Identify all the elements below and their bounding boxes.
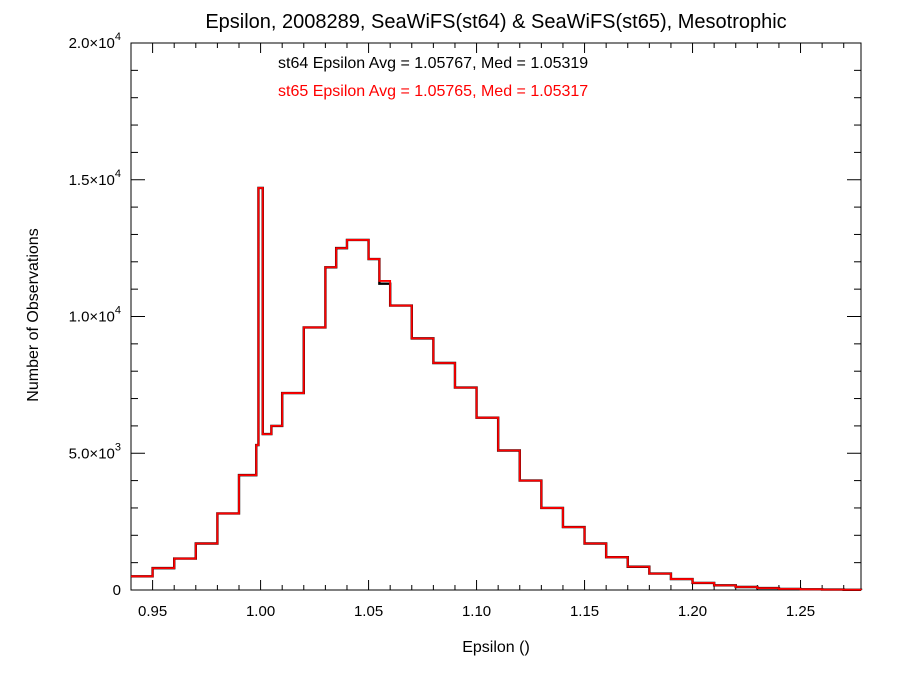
x-tick-label: 1.05 [354,603,383,620]
x-tick-label: 0.95 [138,603,167,620]
x-tick-label: 1.15 [570,603,599,620]
x-axis-ticks: 0.95 1.00 1.05 1.10 1.15 1.20 1.25 [130,43,845,620]
series-line-st65 [131,187,862,591]
series-line-st64 [131,186,863,591]
x-tick-label: 1.00 [246,603,275,620]
y-tick-label: 5.0×103 [69,441,121,462]
y-tick-label: 2.0×104 [69,31,121,52]
x-tick-label: 1.10 [462,603,491,620]
y-tick-label: 1.5×104 [69,168,121,189]
series-layer [131,186,863,591]
x-axis-label: Epsilon () [462,639,530,656]
annotation-st64: st64 Epsilon Avg = 1.05767, Med = 1.0531… [278,55,588,72]
y-axis-ticks: 0 5.0×103 1.0×104 1.5×104 2.0×104 [69,31,861,599]
plot-border [130,42,862,591]
x-tick-label: 1.25 [786,603,815,620]
y-axis-label: Number of Observations [25,228,42,401]
y-tick-label: 1.0×104 [69,305,121,326]
annotation-st65: st65 Epsilon Avg = 1.05765, Med = 1.0531… [278,83,588,100]
y-tick-label: 0 [113,582,121,599]
chart-title: Epsilon, 2008289, SeaWiFS(st64) & SeaWiF… [205,11,786,33]
x-tick-label: 1.20 [678,603,707,620]
plot-frame [130,42,862,591]
